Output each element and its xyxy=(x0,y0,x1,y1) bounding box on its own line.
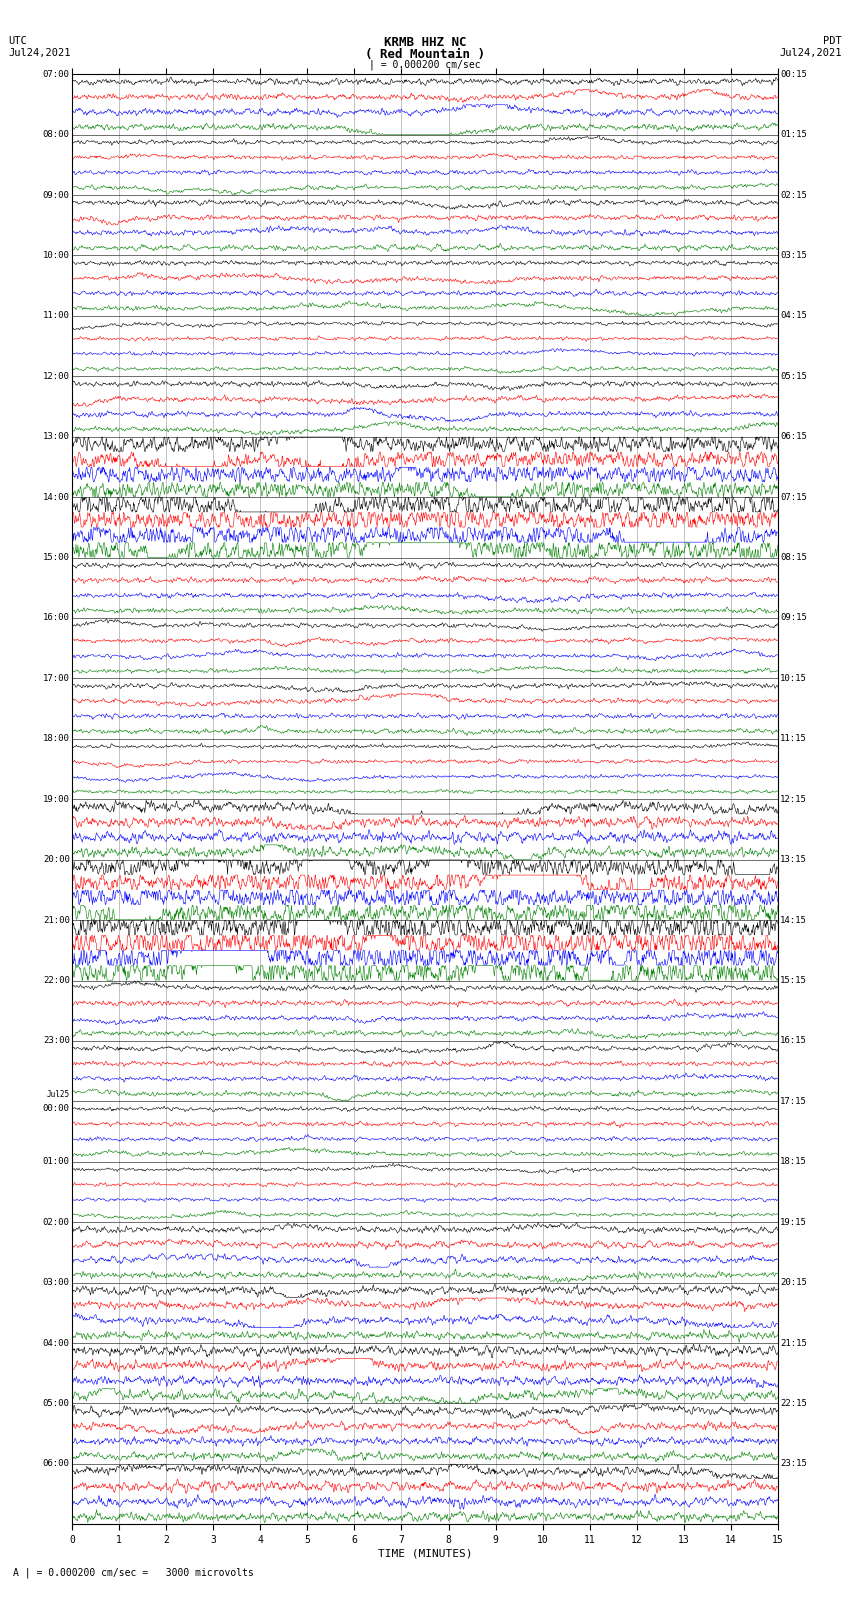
Text: 04:15: 04:15 xyxy=(780,311,808,321)
X-axis label: TIME (MINUTES): TIME (MINUTES) xyxy=(377,1548,473,1558)
Text: 04:00: 04:00 xyxy=(42,1339,70,1347)
Text: 19:00: 19:00 xyxy=(42,795,70,803)
Text: 12:00: 12:00 xyxy=(42,373,70,381)
Text: 16:00: 16:00 xyxy=(42,613,70,623)
Text: 05:00: 05:00 xyxy=(42,1398,70,1408)
Text: 20:15: 20:15 xyxy=(780,1277,808,1287)
Text: 18:15: 18:15 xyxy=(780,1157,808,1166)
Text: 00:15: 00:15 xyxy=(780,69,808,79)
Text: 23:00: 23:00 xyxy=(42,1037,70,1045)
Text: 02:00: 02:00 xyxy=(42,1218,70,1226)
Text: ( Red Mountain ): ( Red Mountain ) xyxy=(365,47,485,61)
Text: 03:15: 03:15 xyxy=(780,252,808,260)
Text: Jul24,2021: Jul24,2021 xyxy=(8,47,71,58)
Text: 09:00: 09:00 xyxy=(42,190,70,200)
Text: 09:15: 09:15 xyxy=(780,613,808,623)
Text: 23:15: 23:15 xyxy=(780,1460,808,1468)
Text: 10:15: 10:15 xyxy=(780,674,808,682)
Text: 05:15: 05:15 xyxy=(780,373,808,381)
Text: Jul25: Jul25 xyxy=(47,1090,70,1098)
Text: 17:00: 17:00 xyxy=(42,674,70,682)
Text: | = 0.000200 cm/sec: | = 0.000200 cm/sec xyxy=(369,60,481,71)
Text: 13:00: 13:00 xyxy=(42,432,70,442)
Text: Jul24,2021: Jul24,2021 xyxy=(779,47,842,58)
Text: 21:00: 21:00 xyxy=(42,916,70,924)
Text: 01:00: 01:00 xyxy=(42,1157,70,1166)
Text: 14:15: 14:15 xyxy=(780,916,808,924)
Text: 01:15: 01:15 xyxy=(780,131,808,139)
Text: 07:15: 07:15 xyxy=(780,492,808,502)
Text: 00:00: 00:00 xyxy=(42,1103,70,1113)
Text: 11:15: 11:15 xyxy=(780,734,808,744)
Text: 08:00: 08:00 xyxy=(42,131,70,139)
Text: 18:00: 18:00 xyxy=(42,734,70,744)
Text: 11:00: 11:00 xyxy=(42,311,70,321)
Text: 14:00: 14:00 xyxy=(42,492,70,502)
Text: PDT: PDT xyxy=(823,37,842,47)
Text: 06:00: 06:00 xyxy=(42,1460,70,1468)
Text: 22:15: 22:15 xyxy=(780,1398,808,1408)
Text: 22:00: 22:00 xyxy=(42,976,70,986)
Text: 16:15: 16:15 xyxy=(780,1037,808,1045)
Text: 15:00: 15:00 xyxy=(42,553,70,561)
Text: KRMB HHZ NC: KRMB HHZ NC xyxy=(383,37,467,50)
Text: 12:15: 12:15 xyxy=(780,795,808,803)
Text: 19:15: 19:15 xyxy=(780,1218,808,1226)
Text: 03:00: 03:00 xyxy=(42,1277,70,1287)
Text: 08:15: 08:15 xyxy=(780,553,808,561)
Text: 10:00: 10:00 xyxy=(42,252,70,260)
Text: 15:15: 15:15 xyxy=(780,976,808,986)
Text: 07:00: 07:00 xyxy=(42,69,70,79)
Text: UTC: UTC xyxy=(8,37,27,47)
Text: 17:15: 17:15 xyxy=(780,1097,808,1107)
Text: 21:15: 21:15 xyxy=(780,1339,808,1347)
Text: 02:15: 02:15 xyxy=(780,190,808,200)
Text: 13:15: 13:15 xyxy=(780,855,808,865)
Text: A | = 0.000200 cm/sec =   3000 microvolts: A | = 0.000200 cm/sec = 3000 microvolts xyxy=(13,1568,253,1578)
Text: 20:00: 20:00 xyxy=(42,855,70,865)
Text: 06:15: 06:15 xyxy=(780,432,808,442)
